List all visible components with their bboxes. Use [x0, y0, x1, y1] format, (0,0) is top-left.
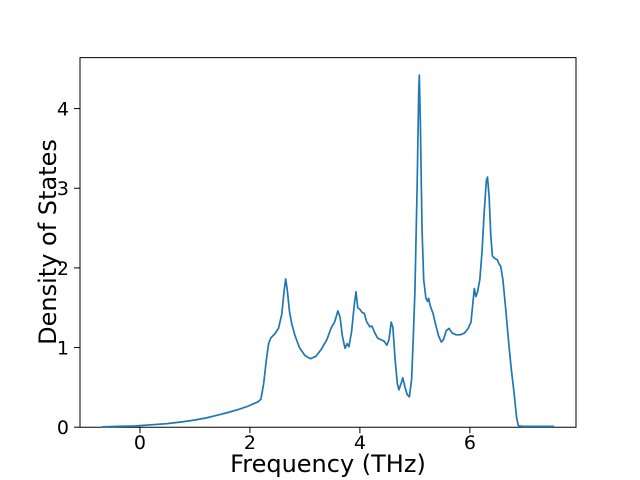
x-tick-label: 4 [354, 432, 366, 454]
plot-frame-border [79, 57, 577, 428]
y-tick-label: 0 [57, 417, 69, 439]
x-tick-label: 0 [134, 432, 146, 454]
x-tick-label: 6 [464, 432, 476, 454]
x-axis-label: Frequency (THz) [230, 450, 426, 478]
y-tick-label: 1 [57, 338, 69, 360]
y-tick-label: 3 [57, 178, 69, 200]
x-tick-label: 2 [244, 432, 256, 454]
plot-frame [79, 57, 577, 428]
x-axis-ticks: 0 2 4 6 [134, 427, 476, 454]
y-axis-label: Density of States [34, 139, 62, 345]
dos-curve [101, 74, 555, 428]
y-tick-label: 4 [57, 99, 69, 121]
y-tick-label: 2 [57, 258, 69, 280]
y-axis-ticks: 0 1 2 3 4 [57, 99, 80, 439]
